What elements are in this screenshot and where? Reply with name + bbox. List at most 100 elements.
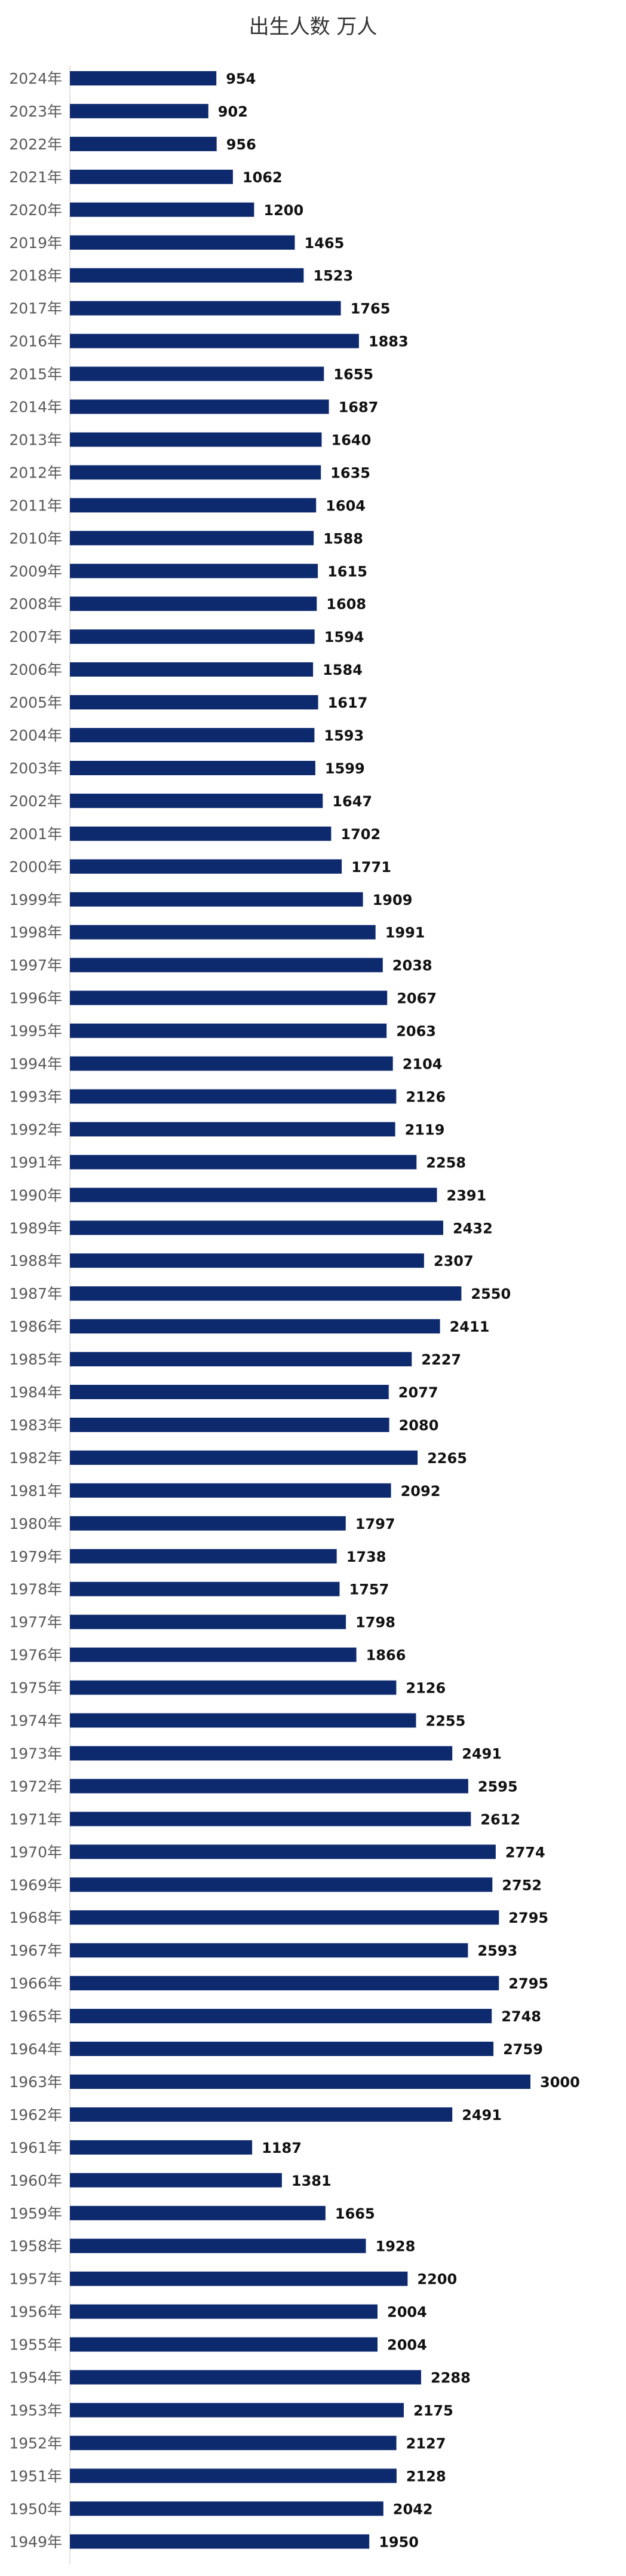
bar-1961年 bbox=[70, 2140, 253, 2155]
data-label: 2550 bbox=[471, 1286, 511, 1302]
data-label: 1765 bbox=[351, 301, 391, 317]
data-label: 2004 bbox=[387, 2337, 427, 2354]
data-label: 2391 bbox=[447, 1187, 487, 1204]
bar-1995年 bbox=[70, 1023, 387, 1038]
bar-2022年 bbox=[70, 136, 217, 151]
y-tick-label: 1955年 bbox=[9, 2336, 62, 2354]
y-tick-label: 1999年 bbox=[9, 891, 62, 908]
data-label: 1604 bbox=[326, 497, 366, 514]
bar-1959年 bbox=[70, 2205, 326, 2220]
y-tick-label: 2015年 bbox=[9, 366, 62, 383]
y-tick-label: 1963年 bbox=[9, 2073, 62, 2091]
data-label: 2612 bbox=[480, 1811, 520, 1828]
y-tick-label: 2004年 bbox=[9, 727, 62, 744]
bar-1991年 bbox=[70, 1155, 417, 1170]
data-label: 2038 bbox=[392, 957, 432, 974]
bar-1971年 bbox=[70, 1812, 471, 1827]
data-label: 1465 bbox=[305, 235, 345, 252]
bar-1987年 bbox=[70, 1286, 462, 1301]
data-label: 2595 bbox=[478, 1778, 518, 1795]
bar-1976年 bbox=[70, 1647, 357, 1662]
y-tick-label: 1959年 bbox=[9, 2205, 62, 2222]
bar-1986年 bbox=[70, 1319, 440, 1334]
y-tick-label: 1950年 bbox=[9, 2500, 62, 2517]
y-tick-label: 1990年 bbox=[9, 1186, 62, 1204]
data-label: 1647 bbox=[332, 793, 372, 810]
y-tick-label: 1995年 bbox=[9, 1023, 62, 1040]
data-label: 1665 bbox=[335, 2205, 375, 2222]
bar-2001年 bbox=[70, 826, 332, 841]
data-label: 2795 bbox=[508, 1975, 548, 1992]
bar-1952年 bbox=[70, 2436, 397, 2450]
y-tick-label: 1953年 bbox=[9, 2402, 62, 2419]
bar-2000年 bbox=[70, 859, 342, 874]
y-tick-label: 2003年 bbox=[9, 760, 62, 777]
bars-group bbox=[70, 71, 530, 2549]
bar-2007年 bbox=[70, 629, 315, 644]
y-tick-label: 2023年 bbox=[9, 103, 62, 120]
bar-1984年 bbox=[70, 1385, 389, 1399]
data-label: 1593 bbox=[324, 727, 364, 744]
bar-2020年 bbox=[70, 202, 254, 217]
y-tick-label: 1988年 bbox=[9, 1252, 62, 1269]
y-tick-label: 1992年 bbox=[9, 1121, 62, 1138]
data-label: 1187 bbox=[262, 2140, 302, 2156]
data-label: 2491 bbox=[462, 2107, 502, 2124]
y-tick-label: 1997年 bbox=[9, 957, 62, 974]
y-tick-label: 1975年 bbox=[9, 1679, 62, 1697]
y-tick-label: 1973年 bbox=[9, 1745, 62, 1763]
bar-1958年 bbox=[70, 2238, 366, 2253]
bar-2018年 bbox=[70, 268, 304, 283]
y-tick-label: 1952年 bbox=[9, 2434, 62, 2452]
bar-1966年 bbox=[70, 1976, 499, 1991]
y-tick-label: 2020年 bbox=[9, 201, 62, 219]
data-label: 2752 bbox=[502, 1877, 542, 1893]
data-label: 902 bbox=[218, 103, 248, 120]
y-tick-label: 1969年 bbox=[9, 1876, 62, 1893]
bar-2008年 bbox=[70, 596, 317, 611]
y-tick-label: 1956年 bbox=[9, 2303, 62, 2321]
y-tick-label: 2002年 bbox=[9, 793, 62, 810]
data-label: 2128 bbox=[406, 2468, 446, 2485]
y-tick-label: 1984年 bbox=[9, 1384, 62, 1401]
y-tick-label: 1993年 bbox=[9, 1088, 62, 1106]
y-tick-label: 1964年 bbox=[9, 2040, 62, 2058]
y-tick-label: 1949年 bbox=[9, 2533, 62, 2550]
y-tick-label: 1987年 bbox=[9, 1285, 62, 1302]
data-label: 956 bbox=[226, 136, 256, 153]
bar-1963年 bbox=[70, 2075, 530, 2089]
data-label: 3000 bbox=[540, 2074, 580, 2091]
y-tick-label: 2009年 bbox=[9, 562, 62, 580]
y-tick-label: 1966年 bbox=[9, 1975, 62, 1992]
data-label: 2092 bbox=[401, 1483, 441, 1500]
data-label: 1523 bbox=[313, 268, 353, 284]
y-tick-label: 1978年 bbox=[9, 1581, 62, 1598]
data-label: 1950 bbox=[379, 2534, 419, 2550]
data-label: 2593 bbox=[477, 1942, 517, 1959]
data-label: 1635 bbox=[330, 464, 370, 481]
bar-1996年 bbox=[70, 990, 388, 1005]
bar-2012年 bbox=[70, 465, 321, 480]
data-label: 1608 bbox=[326, 596, 366, 613]
bar-2002年 bbox=[70, 793, 323, 808]
data-label: 1617 bbox=[328, 695, 368, 711]
data-label: 2077 bbox=[398, 1384, 438, 1401]
y-tick-label: 1958年 bbox=[9, 2238, 62, 2255]
data-label: 2067 bbox=[397, 990, 437, 1007]
data-label: 2255 bbox=[426, 1713, 466, 1730]
y-tick-label: 1977年 bbox=[9, 1614, 62, 1631]
data-label: 2227 bbox=[421, 1351, 461, 1368]
data-label: 2004 bbox=[387, 2304, 427, 2321]
bar-1967年 bbox=[70, 1943, 468, 1958]
y-tick-label: 1985年 bbox=[9, 1351, 62, 1368]
data-label: 2200 bbox=[417, 2271, 457, 2288]
y-tick-label: 2011年 bbox=[9, 497, 62, 514]
data-label: 1883 bbox=[369, 334, 409, 350]
bar-1980年 bbox=[70, 1516, 346, 1531]
bar-1979年 bbox=[70, 1549, 337, 1564]
data-label: 2080 bbox=[399, 1417, 439, 1434]
bar-2009年 bbox=[70, 564, 318, 579]
bar-1999年 bbox=[70, 892, 363, 907]
bar-1954年 bbox=[70, 2370, 421, 2385]
data-label: 2748 bbox=[501, 2008, 541, 2025]
